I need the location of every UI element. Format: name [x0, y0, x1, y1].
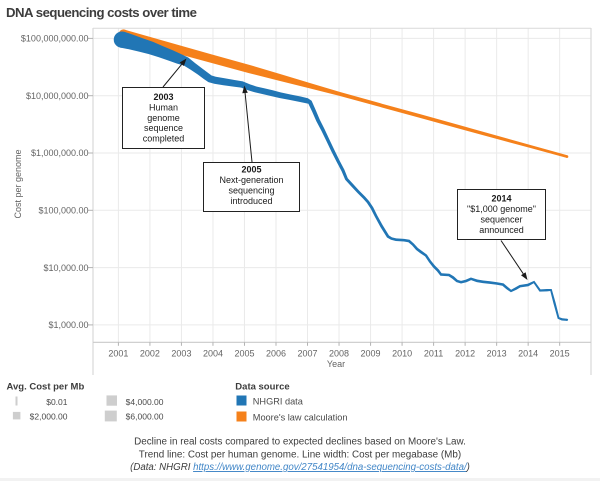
- svg-text:$1,000.00: $1,000.00: [48, 320, 88, 330]
- svg-text:$100,000.00: $100,000.00: [38, 206, 88, 216]
- svg-text:$0.01: $0.01: [46, 397, 68, 407]
- svg-text:Trend line: Cost per human gen: Trend line: Cost per human genome. Line …: [139, 449, 461, 460]
- svg-text:2004: 2004: [203, 349, 223, 359]
- svg-text:Data source: Data source: [235, 382, 289, 393]
- svg-text:sequencer: sequencer: [480, 215, 522, 225]
- svg-text:sequencing: sequencing: [228, 186, 274, 196]
- svg-text:announced: announced: [479, 225, 524, 235]
- svg-text:2011: 2011: [424, 349, 443, 359]
- svg-text:$6,000.00: $6,000.00: [126, 411, 164, 421]
- svg-text:NHGRI data: NHGRI data: [253, 397, 304, 407]
- svg-text:"$1,000 genome": "$1,000 genome": [467, 204, 536, 214]
- svg-text:2008: 2008: [329, 349, 349, 359]
- svg-text:$4,000.00: $4,000.00: [126, 397, 164, 407]
- svg-text:2006: 2006: [266, 349, 286, 359]
- svg-text:completed: completed: [143, 134, 185, 144]
- svg-text:2007: 2007: [298, 349, 318, 359]
- svg-text:2005: 2005: [241, 165, 261, 175]
- svg-text:Next-generation: Next-generation: [219, 175, 283, 185]
- svg-text:2001: 2001: [108, 349, 128, 359]
- svg-text:2003: 2003: [171, 349, 191, 359]
- svg-text:$10,000,000.00: $10,000,000.00: [26, 91, 89, 101]
- svg-text:Year: Year: [327, 359, 345, 369]
- svg-text:2002: 2002: [140, 349, 160, 359]
- svg-text:Decline in real costs compared: Decline in real costs compared to expect…: [134, 437, 466, 448]
- svg-text:Cost per genome: Cost per genome: [13, 149, 23, 218]
- svg-text:2012: 2012: [455, 349, 475, 359]
- svg-text:2014: 2014: [518, 349, 538, 359]
- svg-text:2009: 2009: [361, 349, 381, 359]
- svg-text:$1,000,000.00: $1,000,000.00: [31, 148, 89, 158]
- svg-text:genome: genome: [147, 113, 180, 123]
- svg-text:(Data: NHGRI https://www.genom: (Data: NHGRI https://www.genome.gov/2754…: [130, 462, 470, 473]
- svg-text:$100,000,000.00: $100,000,000.00: [21, 34, 89, 44]
- svg-text:2010: 2010: [392, 349, 412, 359]
- svg-text:Moore's law calculation: Moore's law calculation: [253, 413, 348, 423]
- svg-text:DNA sequencing costs over time: DNA sequencing costs over time: [6, 5, 197, 20]
- svg-text:introduced: introduced: [230, 196, 272, 206]
- svg-text:$10,000.00: $10,000.00: [43, 263, 88, 273]
- svg-text:2015: 2015: [550, 349, 570, 359]
- svg-text:2013: 2013: [487, 349, 507, 359]
- svg-text:Human: Human: [149, 102, 178, 112]
- svg-text:2003: 2003: [153, 92, 173, 102]
- svg-text:sequence: sequence: [144, 123, 183, 133]
- svg-text:Avg. Cost per Mb: Avg. Cost per Mb: [7, 382, 85, 393]
- svg-text:2014: 2014: [491, 194, 511, 204]
- svg-text:$2,000.00: $2,000.00: [30, 411, 68, 421]
- svg-text:2005: 2005: [234, 349, 254, 359]
